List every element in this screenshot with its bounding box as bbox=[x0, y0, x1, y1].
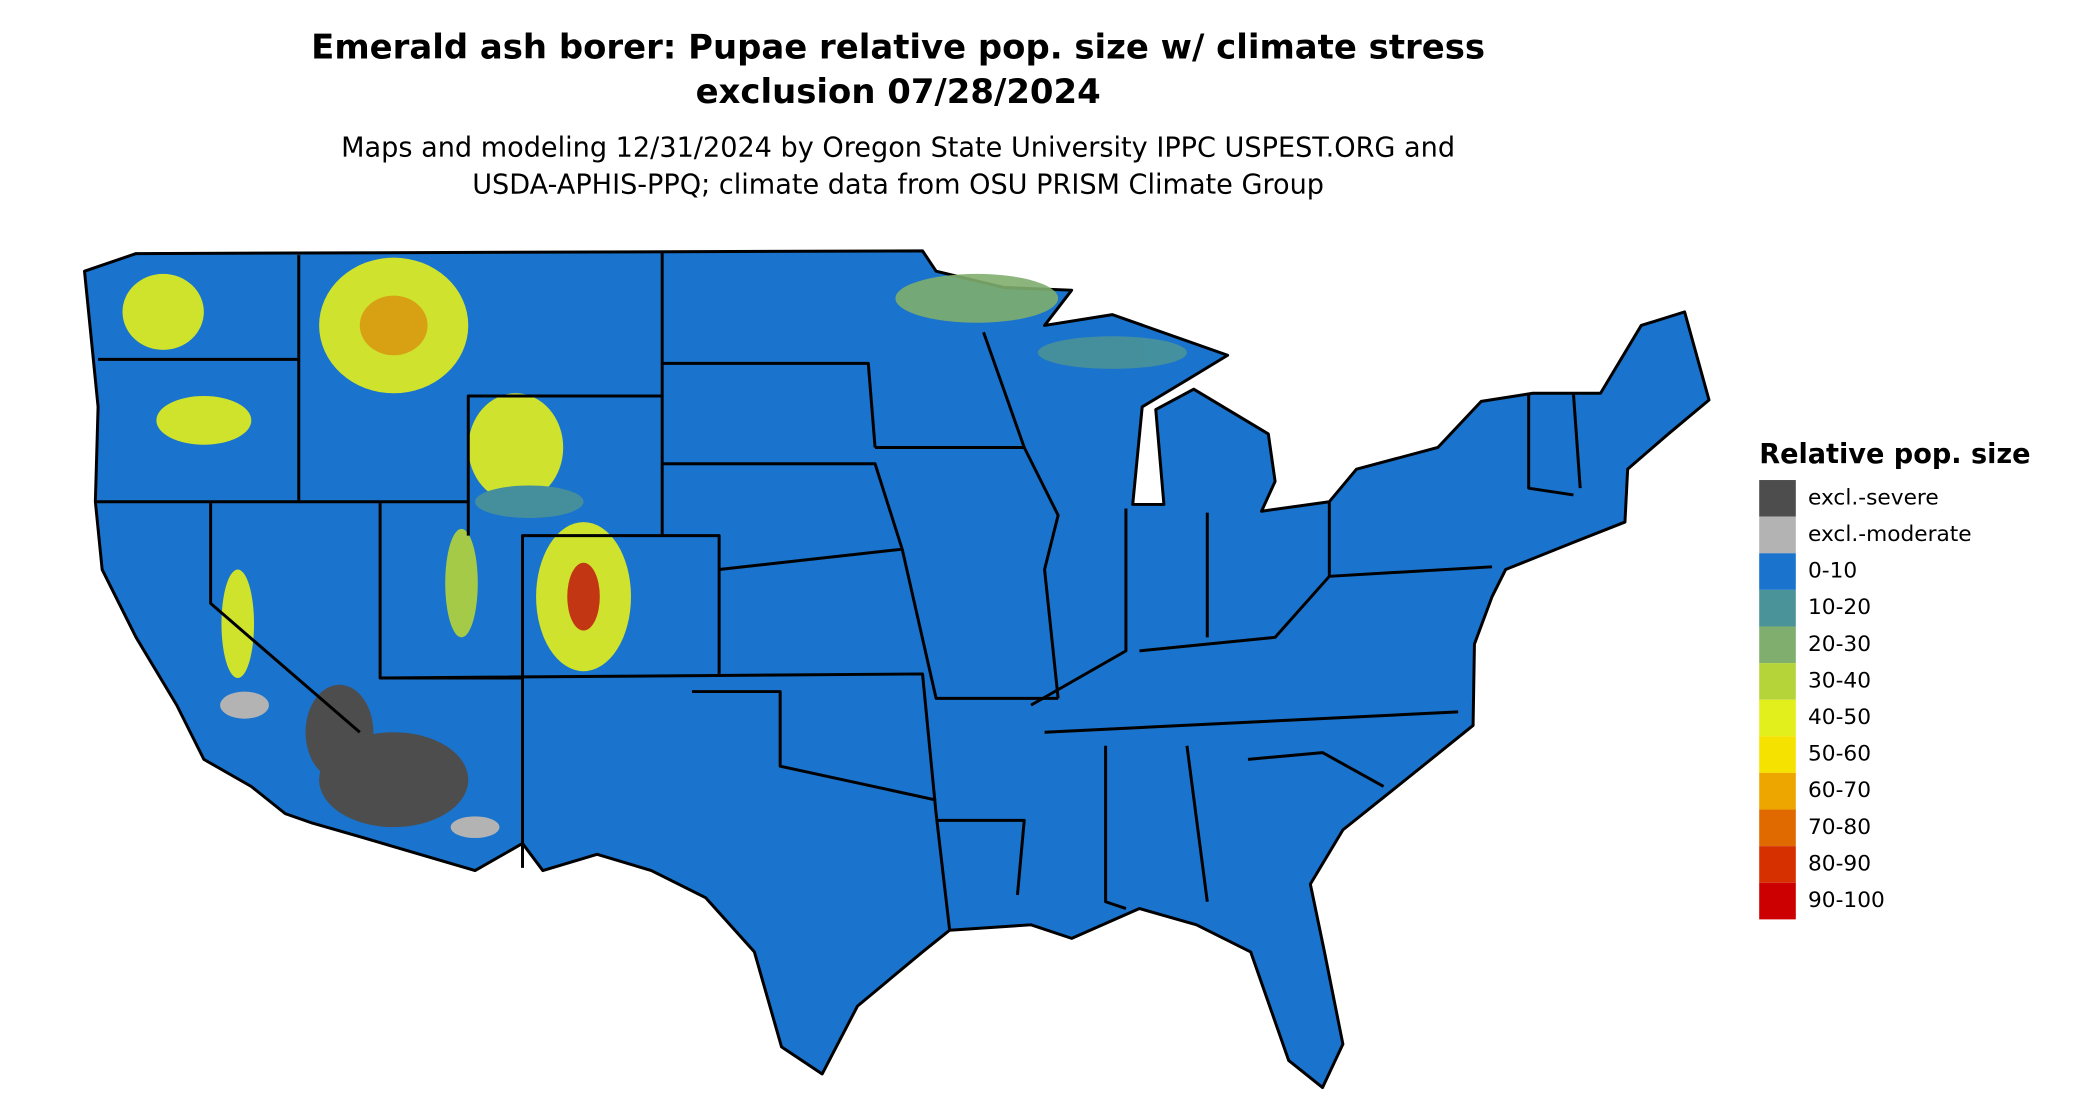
legend-swatch bbox=[1759, 699, 1796, 737]
legend-swatch bbox=[1759, 772, 1796, 810]
legend-label: 50-60 bbox=[1808, 742, 1871, 767]
state-borders bbox=[95, 252, 1582, 931]
legend-swatch bbox=[1759, 736, 1796, 773]
legend-label: 40-50 bbox=[1808, 705, 1871, 730]
legend-swatch bbox=[1759, 846, 1796, 883]
subtitle-line: Maps and modeling 12/31/2024 by Oregon S… bbox=[341, 133, 1455, 164]
legend-swatch bbox=[1759, 663, 1796, 700]
legend-title: Relative pop. size bbox=[1759, 439, 2030, 470]
legend-label: 30-40 bbox=[1808, 668, 1871, 693]
legend-label: excl.-severe bbox=[1808, 485, 1939, 510]
legend-swatch bbox=[1759, 882, 1796, 920]
subtitle-line: USDA-APHIS-PPQ; climate data from OSU PR… bbox=[472, 169, 1324, 200]
legend-label: 60-70 bbox=[1808, 778, 1871, 803]
us-outline bbox=[83, 249, 1711, 1090]
legend-label: 10-20 bbox=[1808, 595, 1871, 620]
legend-swatch bbox=[1759, 809, 1796, 847]
climate-stress-west bbox=[122, 257, 1187, 679]
legend-swatch bbox=[1759, 480, 1796, 517]
legend: excl.-severe excl.-moderate 0-10 10-20 20-30… bbox=[1759, 480, 1972, 920]
legend-label: excl.-moderate bbox=[1808, 522, 1972, 547]
legend-label: 70-80 bbox=[1808, 815, 1871, 840]
legend-label: 80-90 bbox=[1808, 851, 1871, 876]
title-line: exclusion 07/28/2024 bbox=[696, 72, 1101, 111]
legend-swatch bbox=[1759, 589, 1796, 627]
legend-swatch bbox=[1759, 553, 1796, 590]
legend-swatch bbox=[1759, 516, 1796, 554]
us-map bbox=[83, 249, 1711, 1090]
title-line: Emerald ash borer: Pupae relative pop. s… bbox=[311, 27, 1485, 66]
legend-swatch bbox=[1759, 626, 1796, 664]
exclusion-southwest bbox=[220, 684, 500, 839]
legend-label: 20-30 bbox=[1808, 632, 1871, 657]
legend-label: 90-100 bbox=[1808, 888, 1885, 913]
legend-label: 0-10 bbox=[1808, 559, 1857, 584]
